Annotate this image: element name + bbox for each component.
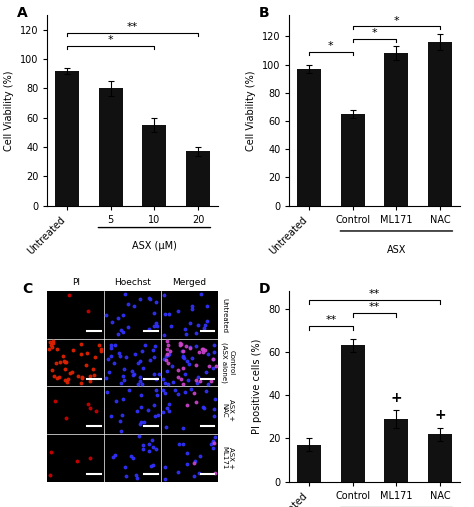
Bar (384, 53, 409, 206)
Text: PI: PI (72, 277, 80, 286)
Bar (341, 345, 365, 482)
Text: **: ** (369, 289, 380, 299)
Text: *: * (108, 35, 114, 45)
Text: **: ** (369, 302, 380, 312)
Text: Control
(ASX alone): Control (ASX alone) (221, 342, 235, 383)
Y-axis label: Cell Viability (%): Cell Viability (%) (4, 70, 14, 151)
Text: +: + (434, 408, 446, 422)
Bar (99, 88, 123, 206)
Text: *: * (393, 16, 399, 26)
Bar (186, 152, 210, 206)
Text: **: ** (127, 22, 138, 32)
Text: ASX +
NAC: ASX + NAC (221, 399, 234, 421)
Text: *: * (372, 28, 377, 39)
Y-axis label: Cell Viability (%): Cell Viability (%) (246, 70, 256, 151)
Text: D: D (259, 282, 270, 296)
Text: B: B (259, 6, 269, 20)
Bar (428, 434, 452, 482)
Text: Untreated: Untreated (221, 298, 227, 333)
Text: *: * (328, 41, 334, 51)
Text: Hoechst: Hoechst (114, 277, 151, 286)
Bar (55, 71, 79, 206)
Y-axis label: PI positive cells (%): PI positive cells (%) (253, 339, 263, 434)
Text: **: ** (325, 315, 337, 325)
Text: ASX +
ML171: ASX + ML171 (221, 446, 234, 469)
Bar (341, 114, 365, 206)
Text: +: + (391, 391, 402, 405)
Bar (142, 125, 166, 206)
Text: ASX: ASX (387, 245, 406, 255)
Bar (297, 69, 321, 206)
Bar (297, 445, 321, 482)
Text: A: A (17, 6, 27, 20)
Text: Merged: Merged (173, 277, 207, 286)
Text: ASX (μM): ASX (μM) (132, 241, 177, 251)
Bar (384, 419, 409, 482)
Bar (428, 42, 452, 206)
Text: C: C (22, 282, 32, 296)
